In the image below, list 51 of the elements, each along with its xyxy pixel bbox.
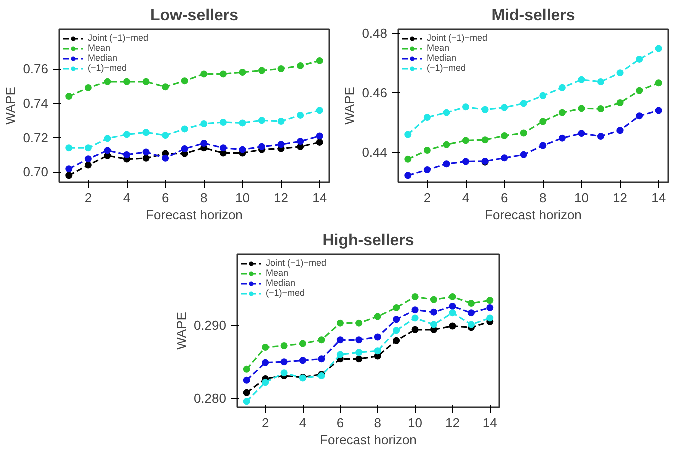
y-tick-label: 0.44 <box>362 144 388 160</box>
chart-title: Mid-sellers <box>492 8 576 24</box>
x-tick-label: 14 <box>652 190 666 206</box>
legend-label: Mean <box>88 43 111 53</box>
y-axis-title: WAPE <box>174 312 189 350</box>
x-tick-label: 2 <box>84 190 92 206</box>
x-axis-title: Forecast horizon <box>146 208 243 222</box>
legend-label: Median <box>88 53 118 63</box>
y-tick-label: 0.76 <box>23 62 49 77</box>
x-tick-label: 4 <box>299 416 307 430</box>
x-tick-label: 2 <box>262 416 270 430</box>
legend-label: Median <box>427 53 457 63</box>
x-tick-label: 8 <box>540 190 547 206</box>
x-axis-title: Forecast horizon <box>485 208 582 222</box>
legend-label: Mean <box>266 268 289 278</box>
chart-title: Low-sellers <box>150 8 239 24</box>
x-tick-label: 2 <box>424 190 432 206</box>
legend-label: (−1)−med <box>427 63 466 73</box>
x-tick-label: 10 <box>574 190 589 206</box>
x-tick-label: 12 <box>445 416 460 430</box>
y-axis-title: WAPE <box>3 86 18 125</box>
x-tick-label: 10 <box>235 190 250 206</box>
x-tick-label: 8 <box>374 416 382 430</box>
x-tick-label: 6 <box>336 416 344 430</box>
y-tick-label: 0.72 <box>23 130 49 146</box>
legend-label: Mean <box>427 43 450 53</box>
x-tick-label: 14 <box>312 190 328 206</box>
legend-label: Joint (−1)−med <box>427 33 488 43</box>
chart-title: High-sellers <box>322 232 414 250</box>
legend-label: (−1)−med <box>266 288 306 298</box>
x-tick-label: 4 <box>462 190 470 206</box>
x-axis-title: Forecast horizon <box>320 432 417 448</box>
legend-label: (−1)−med <box>88 63 128 73</box>
x-tick-label: 12 <box>274 190 289 206</box>
y-tick-label: 0.70 <box>23 164 49 180</box>
legend-label: Joint (−1)−med <box>266 258 327 268</box>
y-tick-label: 0.46 <box>362 85 388 100</box>
x-tick-label: 6 <box>500 190 508 206</box>
y-tick-label: 0.280 <box>194 391 227 406</box>
y-tick-label: 0.48 <box>362 26 388 42</box>
legend-label: Joint (−1)−med <box>88 33 149 43</box>
x-tick-label: 10 <box>408 416 423 430</box>
y-tick-label: 0.290 <box>194 318 227 334</box>
x-tick-label: 14 <box>482 416 498 430</box>
x-tick-label: 4 <box>123 190 131 206</box>
y-tick-label: 0.74 <box>23 96 49 111</box>
x-tick-label: 12 <box>613 190 628 206</box>
y-axis-title: WAPE <box>342 86 358 125</box>
x-tick-label: 6 <box>162 190 170 206</box>
legend-label: Median <box>266 278 296 288</box>
x-tick-label: 8 <box>200 190 208 206</box>
